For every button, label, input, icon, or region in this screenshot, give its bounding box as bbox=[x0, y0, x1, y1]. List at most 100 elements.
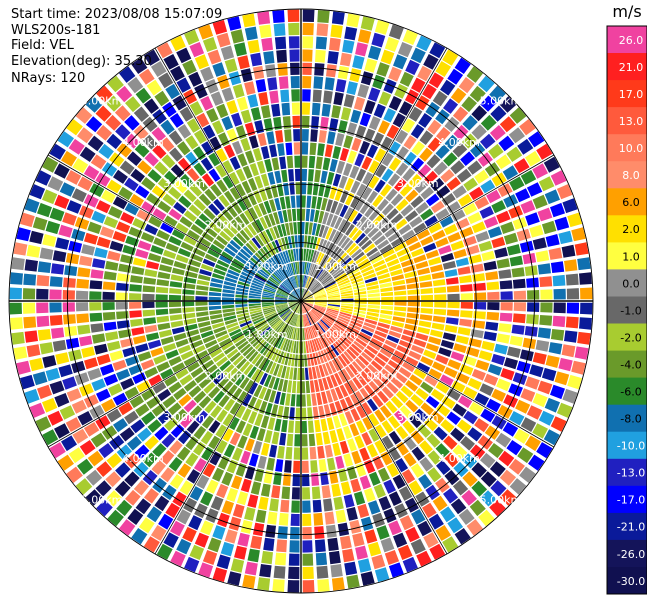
velocity-gate bbox=[313, 306, 326, 312]
velocity-gate bbox=[301, 275, 304, 288]
velocity-gate bbox=[394, 218, 408, 230]
velocity-gate bbox=[317, 10, 330, 23]
velocity-gate bbox=[107, 250, 121, 262]
velocity-gate bbox=[528, 131, 545, 148]
velocity-gate bbox=[517, 138, 534, 155]
velocity-gate bbox=[72, 158, 89, 174]
velocity-gate bbox=[327, 457, 336, 471]
velocity-gate bbox=[116, 221, 131, 234]
velocity-gate bbox=[254, 275, 266, 283]
velocity-gate bbox=[444, 116, 460, 132]
velocity-gate bbox=[343, 494, 355, 508]
velocity-gate bbox=[315, 156, 323, 170]
velocity-gate bbox=[245, 348, 256, 360]
velocity-gate bbox=[232, 447, 243, 462]
velocity-gate bbox=[266, 313, 278, 321]
velocity-gate bbox=[250, 285, 263, 291]
velocity-gate bbox=[380, 287, 393, 293]
velocity-gate bbox=[558, 230, 573, 245]
velocity-gate bbox=[303, 314, 307, 327]
velocity-gate bbox=[307, 407, 313, 420]
velocity-gate bbox=[304, 275, 308, 288]
velocity-gate bbox=[183, 356, 197, 367]
velocity-gate bbox=[114, 480, 131, 497]
velocity-gate bbox=[171, 229, 186, 240]
velocity-gate bbox=[282, 338, 289, 351]
velocity-gate bbox=[471, 480, 488, 497]
velocity-gate bbox=[344, 561, 358, 576]
velocity-gate bbox=[395, 425, 409, 440]
velocity-gate bbox=[357, 558, 372, 573]
velocity-gate bbox=[423, 532, 439, 548]
velocity-gate bbox=[565, 273, 579, 286]
velocity-gate bbox=[245, 438, 255, 452]
velocity-gate bbox=[354, 304, 367, 308]
velocity-gate bbox=[320, 273, 330, 283]
velocity-gate bbox=[457, 266, 471, 275]
velocity-gate bbox=[209, 309, 222, 315]
velocity-gate bbox=[315, 36, 328, 50]
velocity-gate bbox=[417, 326, 431, 335]
velocity-gate bbox=[108, 383, 123, 396]
velocity-gate bbox=[23, 273, 37, 286]
velocity-gate bbox=[398, 486, 413, 501]
velocity-gate bbox=[513, 302, 526, 312]
velocity-gate bbox=[127, 436, 142, 451]
velocity-gate bbox=[215, 424, 227, 438]
velocity-gate bbox=[331, 230, 341, 243]
velocity-gate bbox=[327, 51, 339, 65]
velocity-gate bbox=[499, 116, 517, 133]
velocity-gate bbox=[285, 312, 294, 323]
velocity-gate bbox=[90, 323, 104, 333]
velocity-gate bbox=[66, 466, 83, 483]
velocity-gate bbox=[66, 119, 83, 136]
velocity-gate bbox=[430, 329, 443, 338]
velocity-gate bbox=[147, 419, 162, 433]
velocity-gate bbox=[148, 374, 163, 387]
velocity-gate bbox=[334, 232, 344, 245]
velocity-gate bbox=[71, 360, 86, 374]
velocity-gate bbox=[213, 390, 225, 404]
velocity-gate bbox=[357, 84, 370, 99]
velocity-gate bbox=[207, 248, 220, 258]
velocity-gate bbox=[443, 366, 458, 379]
velocity-gate bbox=[229, 416, 240, 431]
velocity-gate bbox=[118, 401, 133, 416]
velocity-gate bbox=[301, 301, 305, 314]
velocity-gate bbox=[337, 252, 348, 263]
velocity-gate bbox=[198, 562, 214, 578]
velocity-gate bbox=[169, 474, 184, 489]
velocity-gate bbox=[165, 502, 180, 519]
velocity-gate bbox=[271, 485, 281, 499]
velocity-gate bbox=[269, 390, 277, 403]
velocity-gate bbox=[408, 173, 422, 188]
velocity-gate bbox=[119, 427, 135, 442]
velocity-gate bbox=[336, 319, 348, 327]
velocity-gate bbox=[318, 270, 328, 281]
velocity-gate bbox=[42, 234, 57, 247]
velocity-gate bbox=[288, 301, 301, 305]
velocity-gate bbox=[315, 252, 323, 264]
velocity-gate bbox=[315, 268, 324, 279]
velocity-gate bbox=[301, 293, 312, 301]
velocity-gate bbox=[381, 203, 394, 216]
velocity-gate bbox=[236, 358, 247, 370]
velocity-gate bbox=[59, 182, 76, 197]
colorbar-tick-label: 17.0 bbox=[619, 88, 644, 101]
velocity-gate bbox=[49, 302, 62, 313]
velocity-gate bbox=[433, 308, 447, 316]
velocity-gate bbox=[436, 185, 451, 199]
velocity-gate bbox=[84, 357, 99, 370]
velocity-gate bbox=[124, 202, 139, 216]
velocity-gate bbox=[309, 340, 315, 353]
velocity-gate bbox=[87, 221, 102, 234]
velocity-gate bbox=[232, 236, 244, 247]
velocity-gate bbox=[155, 286, 169, 294]
velocity-gate bbox=[195, 290, 208, 296]
velocity-gate bbox=[316, 196, 323, 210]
velocity-gate bbox=[144, 324, 158, 333]
velocity-gate bbox=[185, 452, 199, 467]
velocity-gate bbox=[507, 346, 521, 358]
velocity-gate bbox=[134, 444, 150, 460]
velocity-gate bbox=[226, 243, 239, 254]
